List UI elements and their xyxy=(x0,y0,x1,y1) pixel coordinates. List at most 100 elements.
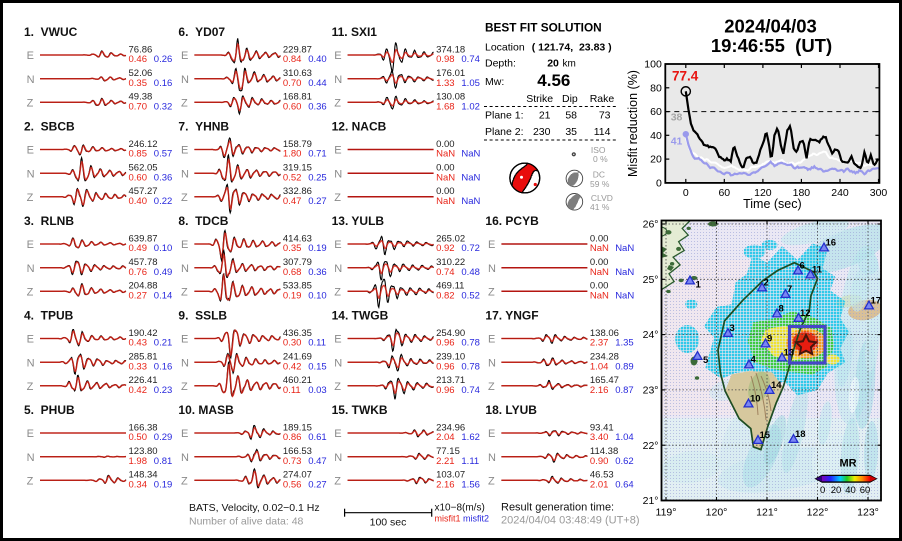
svg-text:6. YD07: 6. YD07 xyxy=(178,25,225,39)
svg-text:1: 1 xyxy=(696,280,702,291)
svg-text:Z: Z xyxy=(334,476,341,488)
svg-text:13: 13 xyxy=(784,348,795,359)
svg-text:N: N xyxy=(27,452,35,464)
svg-text:0.74: 0.74 xyxy=(461,385,480,396)
svg-text:0.84: 0.84 xyxy=(283,54,302,65)
svg-text:E: E xyxy=(181,50,188,62)
svg-text:Mw:: Mw: xyxy=(485,76,504,88)
svg-text:Z: Z xyxy=(181,381,188,393)
svg-text:DC: DC xyxy=(593,170,605,180)
svg-text:0.60: 0.60 xyxy=(129,172,148,183)
svg-text:307.79: 307.79 xyxy=(283,257,312,268)
svg-text:0.64: 0.64 xyxy=(615,480,634,491)
svg-text:1.35: 1.35 xyxy=(615,338,634,349)
svg-text:18. LYUB: 18. LYUB xyxy=(485,403,537,417)
svg-text:123°: 123° xyxy=(857,507,879,519)
svg-text:0.56: 0.56 xyxy=(283,480,302,491)
svg-text:5: 5 xyxy=(703,355,709,366)
svg-text:Plane 1:: Plane 1: xyxy=(485,110,524,122)
svg-text:230: 230 xyxy=(533,126,551,138)
svg-text:Z: Z xyxy=(27,476,34,488)
svg-text:0.00: 0.00 xyxy=(436,163,455,174)
svg-text:0.00: 0.00 xyxy=(590,233,609,244)
svg-text:0.87: 0.87 xyxy=(615,385,634,396)
svg-text:0.27: 0.27 xyxy=(308,480,327,491)
svg-text:E: E xyxy=(334,428,341,440)
svg-text:E: E xyxy=(181,239,188,251)
svg-text:0.15: 0.15 xyxy=(308,361,327,372)
svg-text:3. RLNB: 3. RLNB xyxy=(24,214,74,228)
svg-text:319.15: 319.15 xyxy=(283,163,312,174)
svg-text:3: 3 xyxy=(730,323,735,334)
svg-text:1. VWUC: 1. VWUC xyxy=(24,25,78,39)
svg-text:0.49: 0.49 xyxy=(154,267,173,278)
svg-text:NaN: NaN xyxy=(436,196,455,207)
svg-text:0.10: 0.10 xyxy=(308,291,327,302)
svg-text:2.01: 2.01 xyxy=(590,480,609,491)
svg-text:80: 80 xyxy=(650,82,662,94)
svg-text:122°: 122° xyxy=(807,507,829,519)
svg-text:332.86: 332.86 xyxy=(283,186,312,197)
svg-text:1.56: 1.56 xyxy=(461,480,480,491)
svg-text:11: 11 xyxy=(812,265,823,276)
svg-text:0.19: 0.19 xyxy=(283,291,302,302)
svg-text:2.21: 2.21 xyxy=(436,456,455,467)
svg-text:100: 100 xyxy=(644,59,662,71)
svg-text:4. TPUB: 4. TPUB xyxy=(24,309,74,323)
svg-text:0.78: 0.78 xyxy=(461,338,480,349)
svg-text:0.00: 0.00 xyxy=(590,281,609,292)
svg-text:229.87: 229.87 xyxy=(283,44,312,55)
svg-text:2: 2 xyxy=(764,278,769,289)
svg-text:Strike: Strike xyxy=(526,93,553,105)
svg-text:NaN: NaN xyxy=(461,172,480,183)
svg-text:Depth:: Depth: xyxy=(485,58,516,70)
svg-text:2.37: 2.37 xyxy=(590,338,609,349)
svg-text:N: N xyxy=(334,74,342,86)
svg-text:0.33: 0.33 xyxy=(129,361,148,372)
svg-text:0.35: 0.35 xyxy=(283,243,302,254)
svg-text:0.42: 0.42 xyxy=(283,361,302,372)
svg-text:N: N xyxy=(181,168,189,180)
svg-text:119°: 119° xyxy=(656,507,677,519)
svg-text:10: 10 xyxy=(750,394,761,405)
svg-text:0: 0 xyxy=(820,485,825,496)
svg-text:Rake: Rake xyxy=(590,93,615,105)
svg-text:5. PHUB: 5. PHUB xyxy=(24,403,75,417)
svg-text:639.87: 639.87 xyxy=(129,233,158,244)
svg-text:166.38: 166.38 xyxy=(129,422,158,433)
svg-text:0.47: 0.47 xyxy=(308,456,327,467)
svg-text:23°: 23° xyxy=(643,385,659,397)
svg-text:0.26: 0.26 xyxy=(154,54,173,65)
svg-text:MR: MR xyxy=(839,458,856,470)
svg-text:0.57: 0.57 xyxy=(154,149,173,160)
svg-text:52.06: 52.06 xyxy=(129,68,153,79)
svg-text:21°: 21° xyxy=(643,495,659,507)
svg-text:190.42: 190.42 xyxy=(129,328,158,339)
svg-text:9: 9 xyxy=(767,334,772,345)
svg-text:0.29: 0.29 xyxy=(154,432,173,443)
svg-text:60: 60 xyxy=(860,485,871,496)
svg-text:0.27: 0.27 xyxy=(308,196,327,207)
svg-text:274.07: 274.07 xyxy=(283,470,312,481)
svg-text:0.47: 0.47 xyxy=(283,196,302,207)
svg-text:414.63: 414.63 xyxy=(283,233,312,244)
svg-text:E: E xyxy=(334,50,341,62)
svg-text:0.14: 0.14 xyxy=(154,291,173,302)
svg-text:1.05: 1.05 xyxy=(461,78,480,89)
svg-text:CLVD: CLVD xyxy=(591,193,613,203)
svg-text:457.78: 457.78 xyxy=(129,257,158,268)
svg-text:0.70: 0.70 xyxy=(283,78,302,89)
svg-text:2. SBCB: 2. SBCB xyxy=(24,120,75,134)
svg-text:0.74: 0.74 xyxy=(436,267,455,278)
svg-text:N: N xyxy=(27,168,35,180)
svg-text:21: 21 xyxy=(539,110,551,122)
svg-text:189.15: 189.15 xyxy=(283,422,312,433)
svg-text:0.96: 0.96 xyxy=(436,361,455,372)
svg-text:35: 35 xyxy=(565,126,577,138)
svg-text:93.41: 93.41 xyxy=(590,422,614,433)
svg-text:0.90: 0.90 xyxy=(590,456,609,467)
svg-text:77.4: 77.4 xyxy=(672,69,699,84)
svg-text:0.71: 0.71 xyxy=(308,149,327,160)
svg-text:0.52: 0.52 xyxy=(461,291,480,302)
svg-text:73: 73 xyxy=(599,110,611,122)
